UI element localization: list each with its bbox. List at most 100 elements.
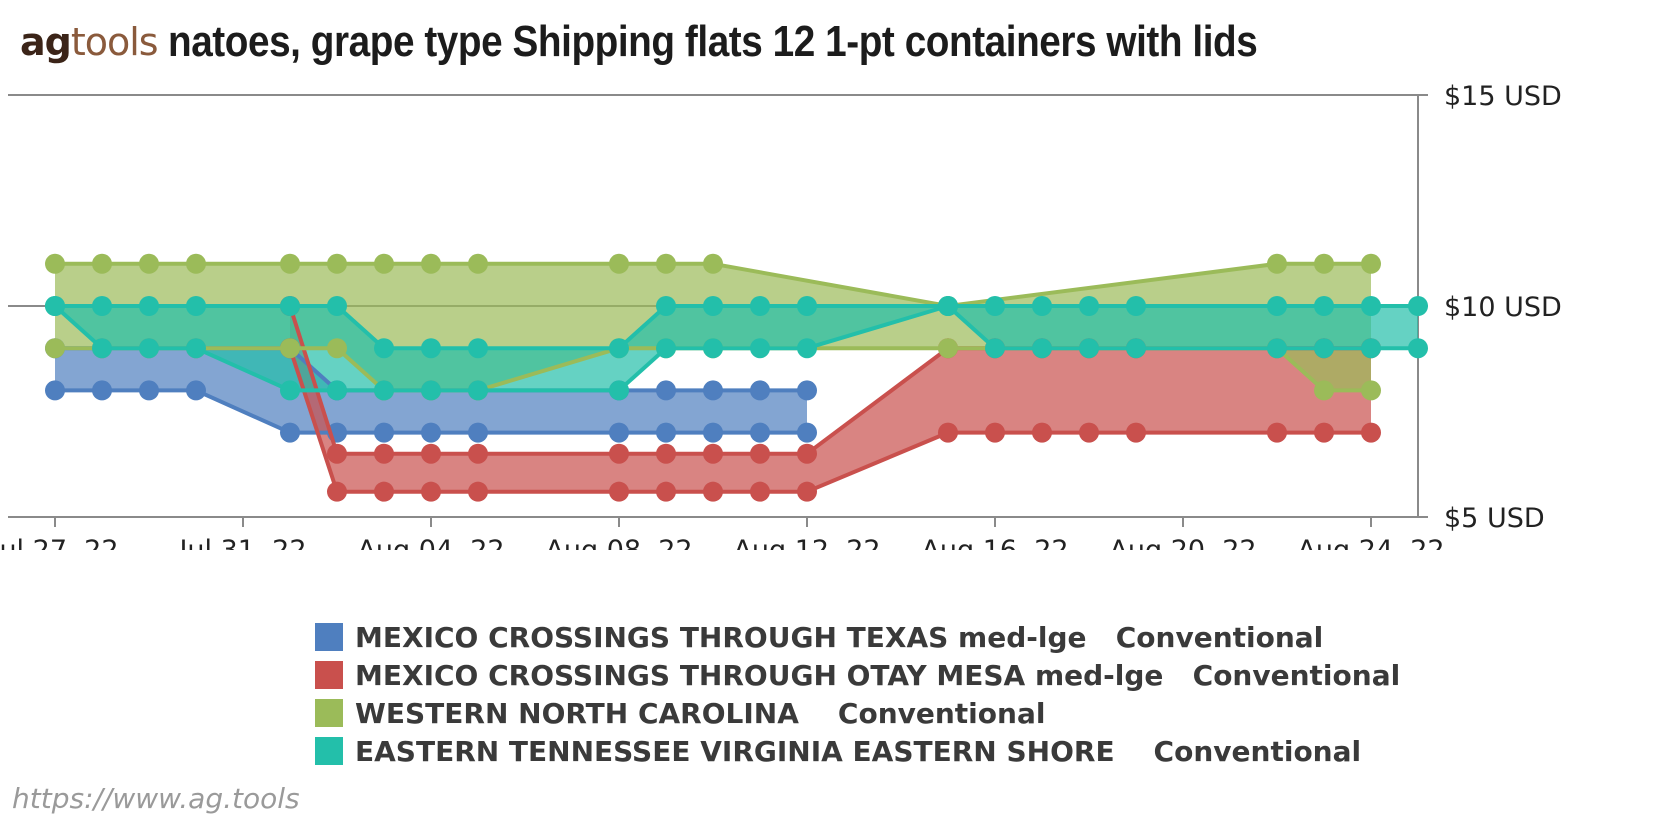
series-3-high-point-22 <box>1408 296 1428 316</box>
series-3-high-point-11 <box>703 296 723 316</box>
legend-swatch-3 <box>315 737 343 765</box>
series-3-low-point-9 <box>609 380 629 401</box>
series-0-low-point-12 <box>750 422 770 443</box>
series-3-low-point-12 <box>750 338 770 359</box>
series-0-low-point-2 <box>139 380 159 401</box>
series-3-high-point-7 <box>421 338 441 359</box>
series-3-high-point-8 <box>468 338 488 359</box>
series-3-low-point-11 <box>703 338 723 359</box>
series-2-high-point-9 <box>609 253 629 274</box>
series-2-high-point-1 <box>92 253 112 274</box>
series-1-low-point-11 <box>985 422 1005 443</box>
x-tick-label-4: Aug 12, 22 <box>733 535 880 550</box>
series-3-low-point-4 <box>280 380 300 401</box>
series-1-low-point-13 <box>1079 422 1099 443</box>
series-3-high-point-19 <box>1267 296 1287 316</box>
series-2-high-point-6 <box>374 253 394 274</box>
source-url[interactable]: https://www.ag.tools <box>12 782 300 815</box>
series-1-low-point-9 <box>797 481 817 502</box>
series-0-low-point-4 <box>280 422 300 443</box>
series-1-high-point-1 <box>327 443 347 464</box>
series-2-high-point-15 <box>1361 253 1381 274</box>
series-3-high-point-10 <box>656 296 676 316</box>
series-3-low-point-6 <box>374 380 394 401</box>
series-1-high-point-4 <box>468 443 488 464</box>
series-0-low-point-3 <box>186 380 206 401</box>
y-tick-label-2: $5 USD <box>1444 503 1545 534</box>
series-2-high-line <box>55 261 1371 308</box>
series-3-high-point-2 <box>139 296 159 316</box>
series-2-high-point-10 <box>656 253 676 274</box>
series-3-low-point-15 <box>985 338 1005 359</box>
series-1-high-point-8 <box>750 443 770 464</box>
series-1-low-point-16 <box>1314 422 1334 443</box>
series-1-high-point-9 <box>797 443 817 464</box>
series-1-low-point-3 <box>421 481 441 502</box>
series-0-low-point-0 <box>45 380 65 401</box>
series-area-1 <box>290 306 1371 492</box>
series-1-low-point-12 <box>1032 422 1052 443</box>
series-1-low-point-8 <box>750 481 770 502</box>
legend-item-3[interactable]: EASTERN TENNESSEE VIRGINIA EASTERN SHORE… <box>315 732 1400 770</box>
series-3-high-point-1 <box>92 296 112 316</box>
legend-item-2[interactable]: WESTERN NORTH CAROLINA Conventional <box>315 694 1400 732</box>
series-3-low-point-13 <box>797 338 817 359</box>
series-1-low-point-5 <box>609 481 629 502</box>
legend-item-1[interactable]: MEXICO CROSSINGS THROUGH OTAY MESA med-l… <box>315 656 1400 694</box>
series-2-high-point-11 <box>703 253 723 274</box>
series-3-high-point-0 <box>45 296 65 316</box>
series-0-low-point-6 <box>374 422 394 443</box>
x-tick-label-0: Jul 27, 22 <box>0 535 119 550</box>
series-2-low-point-14 <box>1314 380 1334 401</box>
legend-label-2: WESTERN NORTH CAROLINA Conventional <box>355 696 1046 730</box>
series-3-low-point-16 <box>1032 338 1052 359</box>
series-3-low-point-20 <box>1314 338 1334 359</box>
series-1-low-point-10 <box>938 422 958 443</box>
series-1-high-point-7 <box>703 443 723 464</box>
series-1-high-point-3 <box>421 443 441 464</box>
logo-tools-text: tools <box>70 20 159 64</box>
agtools-logo[interactable]: agtools <box>20 20 159 64</box>
chart-legend: MEXICO CROSSINGS THROUGH TEXAS med-lge C… <box>315 618 1400 770</box>
series-3-high-point-18 <box>1126 296 1146 316</box>
series-2-high-point-5 <box>327 253 347 274</box>
series-1-low-point-7 <box>703 481 723 502</box>
series-1-low-point-1 <box>327 481 347 502</box>
series-2-low-point-4 <box>280 338 300 359</box>
y-tick-label-0: $15 USD <box>1444 81 1562 112</box>
series-0-low-point-10 <box>656 422 676 443</box>
series-3-low-point-3 <box>186 338 206 359</box>
legend-label-3: EASTERN TENNESSEE VIRGINIA EASTERN SHORE… <box>355 734 1362 768</box>
series-1-low-point-17 <box>1361 422 1381 443</box>
series-1-low-point-6 <box>656 481 676 502</box>
logo-ag-text: ag <box>20 20 72 64</box>
series-3-low-point-18 <box>1126 338 1146 359</box>
series-3-low-point-21 <box>1361 338 1381 359</box>
series-3-high-point-5 <box>327 296 347 316</box>
chart-header: agtools natoes, grape type Shipping flat… <box>20 10 1406 74</box>
series-3-high-point-21 <box>1361 296 1381 316</box>
series-0-high-point-11 <box>703 380 723 401</box>
legend-swatch-0 <box>315 623 343 651</box>
series-0-low-point-1 <box>92 380 112 401</box>
chart-title: natoes, grape type Shipping flats 12 1-p… <box>167 17 1258 66</box>
x-tick-label-3: Aug 08, 22 <box>545 535 692 550</box>
legend-label-1: MEXICO CROSSINGS THROUGH OTAY MESA med-l… <box>355 658 1401 692</box>
price-range-chart: $15 USD $10 USD $5 USD Jul 27, 22 Jul 31, 22… <box>0 81 1562 550</box>
series-3-high-point-4 <box>280 296 300 316</box>
legend-label-0: MEXICO CROSSINGS THROUGH TEXAS med-lge C… <box>355 620 1324 654</box>
series-1-high-point-2 <box>374 443 394 464</box>
series-2-low-point-15 <box>1361 380 1381 401</box>
series-2-low-point-5 <box>327 338 347 359</box>
series-3-low-point-8 <box>468 380 488 401</box>
series-3-high-point-12 <box>750 296 770 316</box>
legend-item-0[interactable]: MEXICO CROSSINGS THROUGH TEXAS med-lge C… <box>315 618 1400 656</box>
series-1-low-point-4 <box>468 481 488 502</box>
series-3-high-point-15 <box>985 296 1005 316</box>
series-0-high-point-12 <box>750 380 770 401</box>
legend-swatch-1 <box>315 661 343 689</box>
series-3-low-point-5 <box>327 380 347 401</box>
series-2-high-point-3 <box>186 253 206 274</box>
series-2-high-point-7 <box>421 253 441 274</box>
series-2-high-point-8 <box>468 253 488 274</box>
